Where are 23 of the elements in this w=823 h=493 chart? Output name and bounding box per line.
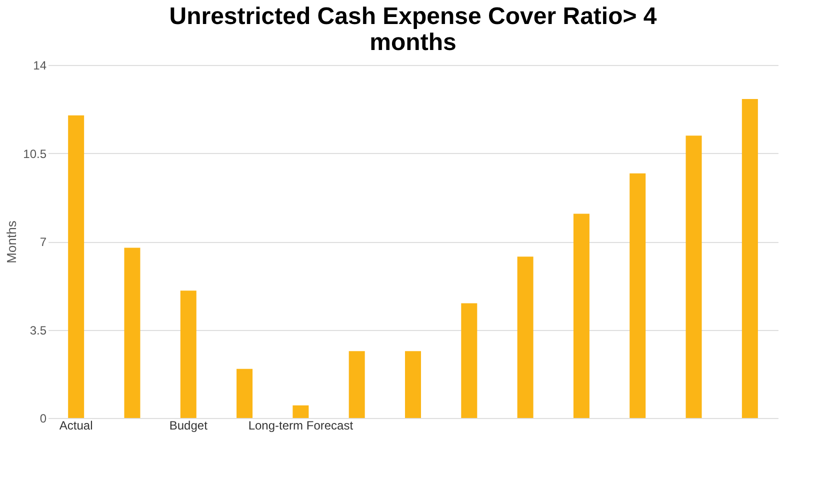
y-tick-label: 14 xyxy=(33,58,47,72)
bar xyxy=(630,173,646,418)
bar xyxy=(517,256,534,418)
bar xyxy=(180,290,196,418)
bar xyxy=(292,405,309,418)
chart-title: Unrestricted Cash Expense Cover Ratio> 4 months xyxy=(169,3,658,56)
y-tick-label: 0 xyxy=(40,412,47,426)
bar xyxy=(124,248,140,418)
bar xyxy=(405,351,421,418)
y-tick-label: 3.5 xyxy=(30,323,47,338)
y-tick-label: 7 xyxy=(40,235,47,249)
bar xyxy=(348,351,365,418)
y-axis-title: Months xyxy=(4,220,20,264)
x-tick-label: Actual xyxy=(59,418,93,432)
x-tick-label: Long-term Forecast xyxy=(248,418,354,432)
bar xyxy=(573,214,590,418)
bar xyxy=(236,368,253,418)
bar xyxy=(686,136,702,418)
y-tick-label: 10.5 xyxy=(23,146,47,161)
x-tick-label: Budget xyxy=(169,418,208,432)
bar xyxy=(68,115,84,418)
bar xyxy=(461,303,478,418)
bar xyxy=(742,99,758,418)
